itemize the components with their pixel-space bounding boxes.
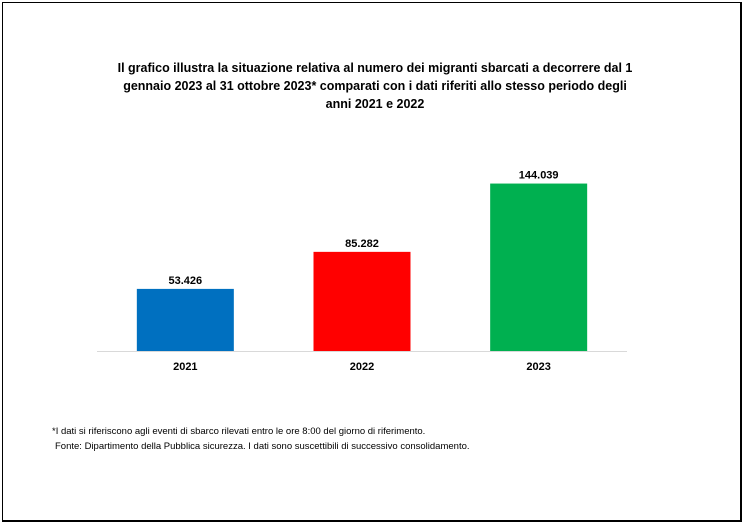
- bar-2022: [313, 251, 411, 351]
- footnote-source: Fonte: Dipartimento della Pubblica sicur…: [55, 441, 470, 452]
- x-tick-label-2023: 2023: [526, 361, 550, 373]
- footnote: *I dati si riferiscono agli eventi di sb…: [52, 424, 672, 454]
- data-label-2021: 53.426: [169, 275, 203, 287]
- data-label-2022: 85.282: [345, 238, 379, 250]
- x-tick-label-2021: 2021: [173, 361, 197, 373]
- chart-title: Il grafico illustra la situazione relati…: [117, 61, 633, 111]
- data-label-2023: 144.039: [519, 170, 559, 182]
- x-tick-label-2022: 2022: [350, 361, 374, 373]
- footnote-note: *I dati si riferiscono agli eventi di sb…: [52, 426, 426, 437]
- bar-2023: [490, 183, 588, 351]
- bar-2021: [136, 288, 234, 351]
